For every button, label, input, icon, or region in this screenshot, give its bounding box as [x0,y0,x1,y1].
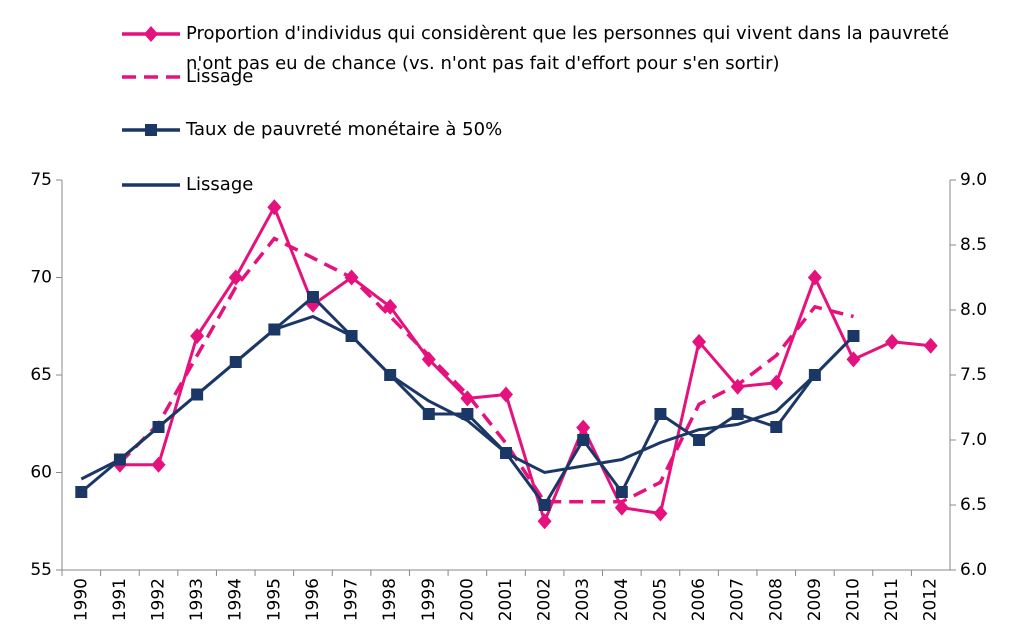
x-tick-label: 1992 [149,578,169,621]
point-marker [577,434,590,446]
x-tick-label: 1993 [187,578,207,621]
x-tick-label: 1999 [419,578,439,621]
point-marker [692,333,707,350]
y-tick-label: 65 [30,365,52,385]
y-tick-label: 60 [30,463,52,483]
point-marker [615,486,628,498]
y2-tick-label: 7.5 [960,365,987,385]
point-marker [267,199,282,216]
x-tick-label: 1997 [342,578,362,621]
point-marker [538,499,551,511]
x-tick-label: 1991 [110,578,130,621]
x-tick-label: 1994 [226,578,246,621]
point-marker [654,408,667,420]
x-tick-label: 1996 [303,578,323,621]
y2-tick-label: 6.5 [960,495,987,515]
point-marker [460,390,475,407]
point-marker [769,374,784,391]
x-tick-label: 2010 [843,578,863,621]
point-marker [190,328,205,344]
y2-tick-label: 9.0 [960,170,987,190]
point-marker [421,351,436,368]
x-tick-label: 1998 [380,578,400,621]
legend-label: Lissage [186,66,254,87]
point-marker [228,269,243,286]
legend-marker [145,124,157,136]
x-tick-label: 2011 [882,578,902,621]
point-marker [923,337,938,354]
series-line [80,314,855,481]
point-marker [499,386,513,403]
point-marker [75,486,88,498]
point-marker [807,269,822,286]
point-marker [693,434,706,446]
point-marker [422,408,435,420]
x-tick-label: 1995 [264,578,284,621]
point-marker [306,291,319,303]
x-tick-label: 2012 [921,578,941,621]
point-marker [653,505,668,522]
point-marker [151,456,166,473]
y2-tick-label: 6.0 [960,560,987,580]
y2-tick-label: 8.0 [960,300,987,320]
point-marker [885,333,900,350]
y2-tick-label: 7.0 [960,430,987,450]
point-marker [770,421,783,433]
x-tick-label: 2002 [535,578,555,621]
point-marker [614,499,629,516]
y-tick-label: 70 [30,268,52,288]
x-tick-label: 2003 [573,578,593,621]
point-marker [846,351,861,368]
y-tick-label: 55 [30,560,52,580]
x-tick-label: 1990 [71,578,91,621]
y-tick-label: 75 [30,170,52,190]
point-marker [731,408,744,420]
legend-marker [144,26,158,42]
legend-label: Taux de pauvreté monétaire à 50% [186,119,503,140]
point-marker [576,419,591,436]
x-tick-label: 2000 [457,578,477,621]
legend-label: Lissage [186,174,254,195]
x-tick-label: 2004 [612,578,632,621]
x-tick-label: 2001 [496,578,516,621]
legend-label: Proportion d'individus qui considèrent q… [186,23,950,74]
x-tick-label: 2008 [766,578,786,621]
point-marker [461,408,474,420]
x-tick-label: 2005 [650,578,670,621]
series-line [119,203,931,526]
point-marker [537,513,552,530]
series-line [118,236,854,504]
y2-tick-label: 8.5 [960,235,987,255]
x-tick-label: 2009 [805,578,825,621]
x-tick-label: 2007 [728,578,748,621]
x-tick-label: 2006 [689,578,709,621]
